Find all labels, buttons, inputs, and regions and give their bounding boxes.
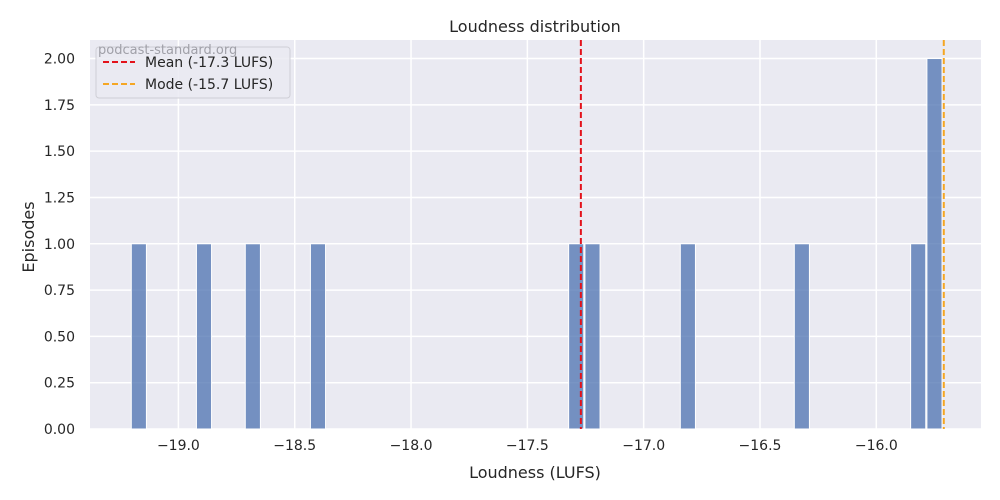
histogram-bars <box>130 58 943 430</box>
legend-mode-label: Mode (-15.7 LUFS) <box>145 77 273 93</box>
y-tick-label: 0.25 <box>44 376 75 392</box>
x-tick-label: −18.5 <box>273 438 316 454</box>
histogram-bar <box>584 243 601 430</box>
y-axis-ticks: 0.00 0.25 0.50 0.75 1.00 1.25 1.50 1.75 2.00 <box>44 52 75 438</box>
x-axis-title: Loudness (LUFS) <box>469 463 601 482</box>
legend-box <box>95 46 291 99</box>
chart-title: Loudness distribution <box>449 17 621 36</box>
watermark-text: podcast-standard.org <box>98 43 237 58</box>
y-tick-label: 1.25 <box>44 190 75 206</box>
histogram-bar <box>130 243 147 430</box>
y-tick-label: 2.00 <box>44 52 75 68</box>
reference-lines <box>579 40 945 429</box>
legend-mean-label: Mean (-17.3 LUFS) <box>145 55 273 71</box>
histogram-bar <box>195 243 213 430</box>
histogram-bar <box>309 243 327 430</box>
y-tick-label: 1.50 <box>44 144 75 160</box>
x-tick-label: −18.0 <box>390 438 433 454</box>
x-tick-label: −16.0 <box>855 438 898 454</box>
x-axis-ticks: −19.0 −18.5 −18.0 −17.5 −17.0 −16.5 −16.0 <box>157 438 898 454</box>
x-tick-label: −16.5 <box>739 438 782 454</box>
x-tick-label: −17.0 <box>622 438 665 454</box>
histogram-bar <box>926 58 943 430</box>
histogram-bar <box>679 243 696 430</box>
y-tick-label: 0.75 <box>44 283 75 299</box>
x-tick-label: −17.5 <box>506 438 549 454</box>
y-tick-label: 0.00 <box>44 422 75 438</box>
histogram-bar <box>244 243 261 430</box>
legend: podcast-standard.org Mean (-17.3 LUFS) M… <box>95 43 291 99</box>
grid-lines <box>90 40 981 430</box>
histogram-bar <box>793 243 810 430</box>
y-axis-title: Episodes <box>19 201 38 272</box>
x-tick-label: −19.0 <box>157 438 200 454</box>
y-tick-label: 1.75 <box>44 98 75 114</box>
y-tick-label: 0.50 <box>44 329 75 345</box>
histogram-bar <box>910 243 927 430</box>
y-tick-label: 1.00 <box>44 237 75 253</box>
